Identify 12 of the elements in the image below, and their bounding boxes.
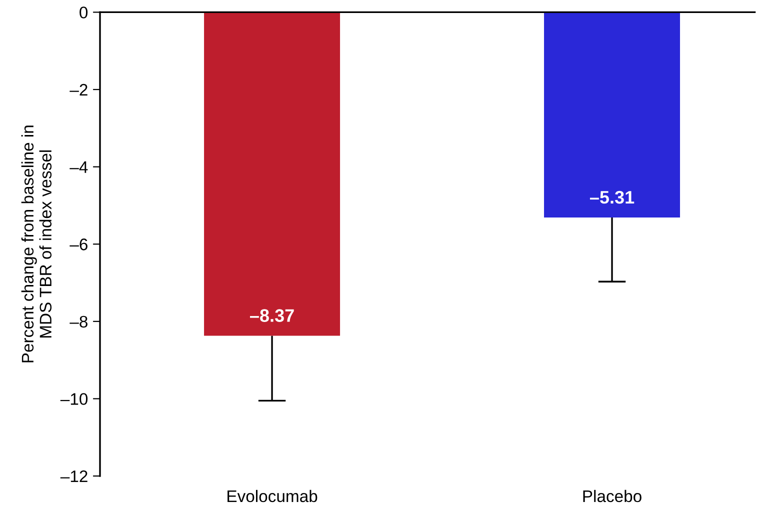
y-tick-label: –2: [70, 84, 88, 96]
y-tick-label: 0: [80, 6, 88, 18]
y-tick-label: –6: [70, 238, 88, 250]
y-tick-label: –8: [70, 316, 88, 328]
y-tick-label: –10: [60, 393, 88, 405]
data-label: –5.31: [590, 190, 634, 204]
y-tick-label: –12: [60, 470, 88, 482]
y-tick-label: –4: [70, 161, 88, 173]
x-tick-label: Evolocumab: [228, 490, 318, 502]
data-label: –8.37: [250, 309, 294, 322]
x-tick-label: Placebo: [583, 490, 642, 502]
y-axis-title: Percent change from baseline in MDS TBR of index vessel: [21, 126, 52, 362]
